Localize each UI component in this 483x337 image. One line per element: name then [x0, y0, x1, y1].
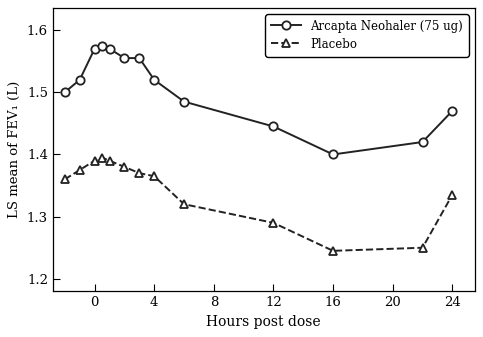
Line: Arcapta Neohaler (75 ug): Arcapta Neohaler (75 ug) — [61, 41, 456, 159]
Placebo — [77, 168, 83, 172]
Placebo — [92, 159, 98, 163]
Arcapta Neohaler (75 ug) — [136, 56, 142, 60]
Line: Placebo: Placebo — [61, 153, 456, 255]
Legend: Arcapta Neohaler (75 ug), Placebo: Arcapta Neohaler (75 ug), Placebo — [265, 14, 469, 57]
Arcapta Neohaler (75 ug) — [151, 78, 157, 82]
Arcapta Neohaler (75 ug) — [107, 47, 113, 51]
Arcapta Neohaler (75 ug) — [270, 124, 276, 128]
Arcapta Neohaler (75 ug) — [122, 56, 128, 60]
Arcapta Neohaler (75 ug) — [420, 140, 426, 144]
Placebo — [420, 246, 426, 250]
Arcapta Neohaler (75 ug) — [99, 43, 105, 48]
Arcapta Neohaler (75 ug) — [181, 99, 187, 103]
Placebo — [151, 174, 157, 178]
Placebo — [107, 159, 113, 163]
Arcapta Neohaler (75 ug) — [62, 90, 68, 94]
X-axis label: Hours post dose: Hours post dose — [206, 315, 321, 329]
Placebo — [330, 249, 336, 253]
Arcapta Neohaler (75 ug) — [449, 109, 455, 113]
Y-axis label: LS mean of FEV₁ (L): LS mean of FEV₁ (L) — [8, 81, 21, 218]
Placebo — [136, 171, 142, 175]
Arcapta Neohaler (75 ug) — [77, 78, 83, 82]
Placebo — [62, 177, 68, 181]
Placebo — [99, 156, 105, 160]
Placebo — [122, 165, 128, 169]
Placebo — [449, 193, 455, 197]
Placebo — [181, 202, 187, 206]
Placebo — [270, 221, 276, 225]
Arcapta Neohaler (75 ug) — [330, 152, 336, 156]
Arcapta Neohaler (75 ug) — [92, 47, 98, 51]
